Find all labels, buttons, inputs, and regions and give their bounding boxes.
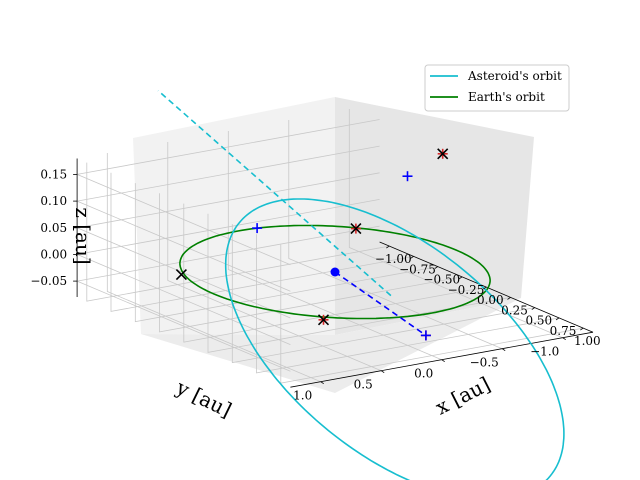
x-tick-mark	[555, 317, 560, 321]
y-tick-mark	[320, 381, 324, 385]
black-x-marker	[350, 223, 362, 235]
y-tick-mark	[501, 348, 506, 352]
x-tick-label: 0.00	[477, 293, 504, 307]
x-tick-mark	[531, 307, 536, 310]
x-tick-mark	[458, 276, 463, 280]
gridline-y	[288, 120, 503, 350]
z-tick-label: 0.15	[40, 167, 67, 181]
y-tick-mark	[562, 337, 566, 341]
asteroid-orbit-line	[224, 198, 565, 480]
x-tick-label: −0.50	[423, 273, 460, 287]
gridline-y	[348, 109, 563, 339]
legend-label-asteroid: Asteroid's orbit	[467, 69, 562, 83]
legend-label-earth: Earth's orbit	[468, 90, 545, 104]
x-axis-label: x [au]	[432, 372, 495, 420]
y-tick-label: 1.0	[293, 389, 312, 403]
orbit-curves	[157, 89, 565, 480]
x-tick-mark	[434, 266, 439, 269]
black-x-marker	[317, 314, 330, 326]
tick-labels: −1.00−0.75−0.50−0.250.000.250.500.751.00…	[30, 167, 600, 402]
gridline-x	[86, 162, 390, 302]
floor-pane	[141, 298, 521, 393]
x-tick-label: 0.50	[525, 314, 552, 328]
x-tick-mark	[507, 297, 511, 300]
z-tick-label: 0.05	[40, 221, 67, 235]
z-tick-label: 0.10	[40, 194, 67, 208]
gridline-y	[106, 153, 321, 383]
x-tick-label: 1.00	[574, 334, 601, 348]
sun-marker	[330, 267, 340, 277]
y-tick-label: −1.0	[530, 345, 559, 359]
y-tick-mark	[380, 370, 385, 374]
y-tick-mark	[441, 359, 445, 363]
black-x-marker	[175, 269, 187, 281]
black-x-marker	[437, 148, 449, 160]
gridline-x	[256, 234, 560, 374]
legend: Asteroid's orbit Earth's orbit	[424, 64, 570, 112]
x-tick-mark	[580, 327, 584, 331]
x-tick-mark	[483, 286, 487, 290]
gridline-x	[183, 203, 487, 343]
x-tick-label: 0.25	[501, 303, 528, 317]
gridline-y	[167, 142, 382, 372]
gridlines	[75, 109, 584, 384]
dashed-line	[334, 271, 427, 337]
y-tick-label: 0.0	[414, 367, 433, 381]
earth-orbit-line	[179, 224, 491, 320]
x-tick-label: −0.25	[448, 283, 485, 297]
y-axis-label: y [au]	[172, 375, 236, 422]
gridline-x	[231, 224, 535, 364]
x-tick-mark	[386, 245, 390, 249]
gridline-x	[134, 183, 438, 323]
legend-frame	[424, 64, 570, 112]
x-tick-label: −1.00	[375, 252, 412, 266]
dashed-line	[157, 89, 392, 297]
markers	[175, 148, 449, 341]
x-tick-label: −0.75	[399, 262, 436, 276]
z-tick-label: −0.05	[30, 274, 67, 288]
gridline-x	[110, 172, 414, 312]
x-tick-mark	[410, 256, 414, 259]
y-tick-label: 0.5	[354, 378, 373, 392]
y-tick-label: −0.5	[470, 356, 499, 370]
y-pane	[335, 97, 534, 335]
z-tick-label: 0.00	[40, 247, 67, 261]
z-axis-label: z [au]	[71, 207, 95, 264]
gridline-y	[227, 131, 442, 361]
x-tick-label: 0.75	[550, 324, 577, 338]
